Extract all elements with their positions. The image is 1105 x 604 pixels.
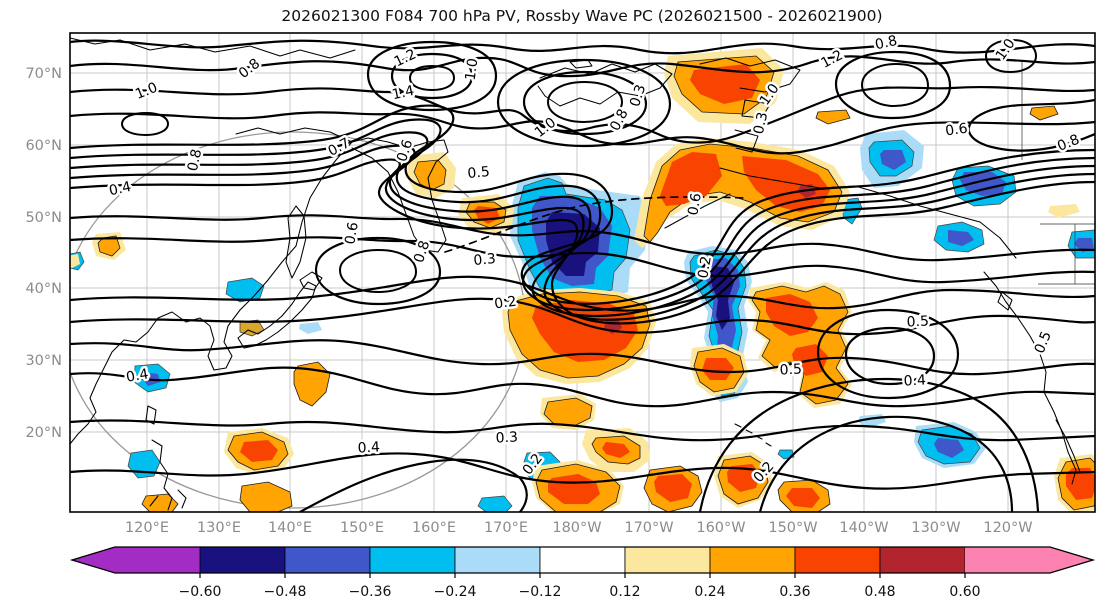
lon-tick-label: 120°E bbox=[125, 520, 169, 536]
lat-tick-label: 30°N bbox=[25, 353, 62, 369]
lat-tick-label: 20°N bbox=[25, 425, 62, 441]
colorbar-segment bbox=[539, 546, 626, 574]
contour-label: 0.2 bbox=[493, 294, 517, 313]
colorbar-segment bbox=[369, 546, 456, 574]
colorbar-tick-label: −0.60 bbox=[179, 584, 222, 600]
lat-tick-label: 40°N bbox=[25, 281, 62, 297]
colorbar-extend-right bbox=[1050, 547, 1093, 573]
lon-tick-label: 140°W bbox=[839, 520, 888, 536]
lat-tick-label: 50°N bbox=[25, 210, 62, 226]
hawaii-islands bbox=[734, 423, 772, 447]
contour-label: 0.3 bbox=[495, 429, 518, 446]
colorbar-extend-left bbox=[72, 547, 115, 573]
lat-tick-label: 60°N bbox=[25, 138, 62, 154]
lon-tick-label: 120°W bbox=[983, 520, 1032, 536]
colorbar-segment bbox=[709, 546, 796, 574]
map-area: 1.00.8 1.21.41.00.7 0.60.50.80.40.60.8 0.30… bbox=[70, 33, 1095, 512]
colorbar-tick-label: −0.12 bbox=[519, 584, 562, 600]
colorbar-tick-label: −0.24 bbox=[434, 584, 477, 600]
lon-tick-label: 180°W bbox=[552, 520, 601, 536]
colorbar-tick-label: −0.48 bbox=[264, 584, 307, 600]
contour-label: 0.5 bbox=[779, 361, 802, 378]
colorbar-tick-label: 0.24 bbox=[694, 584, 725, 600]
lon-tick-label: 170°W bbox=[624, 520, 673, 536]
contour-label: 0.5 bbox=[467, 164, 491, 182]
lon-tick-label: 140°E bbox=[268, 520, 312, 536]
colorbar-segment bbox=[284, 546, 371, 574]
lon-tick-label: 150°E bbox=[340, 520, 384, 536]
contour-label: 0.4 bbox=[357, 439, 380, 456]
colorbar-tick-label: −0.36 bbox=[349, 584, 392, 600]
contour-label: 0.3 bbox=[473, 251, 497, 269]
lat-tick-label: 70°N bbox=[25, 66, 62, 82]
colorbar-segment bbox=[879, 546, 966, 574]
lon-tick-label: 150°W bbox=[768, 520, 817, 536]
aleutian-islands-chain bbox=[444, 196, 746, 253]
longitude-axis-labels: 120°E 130°E 140°E 150°E 160°E 170°E 180°W 170°W… bbox=[125, 520, 1033, 536]
colorbar-tick-label: 0.12 bbox=[609, 584, 640, 600]
lon-tick-label: 160°E bbox=[412, 520, 456, 536]
contour-label: 0.5 bbox=[906, 313, 929, 330]
colorbar: −0.60 −0.48 −0.36 −0.24 −0.12 0.12 0.24 0.36 0.4… bbox=[69, 546, 1096, 600]
map-frame bbox=[69, 32, 1096, 513]
contour-label: 1.0 bbox=[463, 57, 482, 81]
pv-contours bbox=[70, 38, 1095, 512]
lon-tick-label: 170°E bbox=[484, 520, 528, 536]
colorbar-segment bbox=[965, 547, 1050, 573]
colorbar-segment bbox=[199, 546, 286, 574]
chart-title: 2026021300 F084 700 hPa PV, Rossby Wave … bbox=[281, 7, 882, 25]
colorbar-segment bbox=[454, 546, 541, 574]
lon-tick-label: 130°W bbox=[911, 520, 960, 536]
colorbar-tick-label: 0.60 bbox=[949, 584, 980, 600]
colorbar-segment bbox=[624, 546, 711, 574]
colorbar-outline bbox=[69, 546, 1096, 574]
colorbar-tick-label: 0.48 bbox=[864, 584, 895, 600]
colorbar-segment bbox=[794, 546, 881, 574]
colorbar-segment bbox=[115, 547, 200, 573]
colorbar-tick-label: 0.36 bbox=[779, 584, 810, 600]
contour-label: 0.4 bbox=[903, 372, 926, 389]
lon-tick-label: 160°W bbox=[696, 520, 745, 536]
contour-label: 0.6 bbox=[944, 121, 968, 140]
latitude-axis-labels: 70°N 60°N 50°N 40°N 30°N 20°N bbox=[25, 66, 62, 441]
lon-tick-label: 130°E bbox=[197, 520, 241, 536]
